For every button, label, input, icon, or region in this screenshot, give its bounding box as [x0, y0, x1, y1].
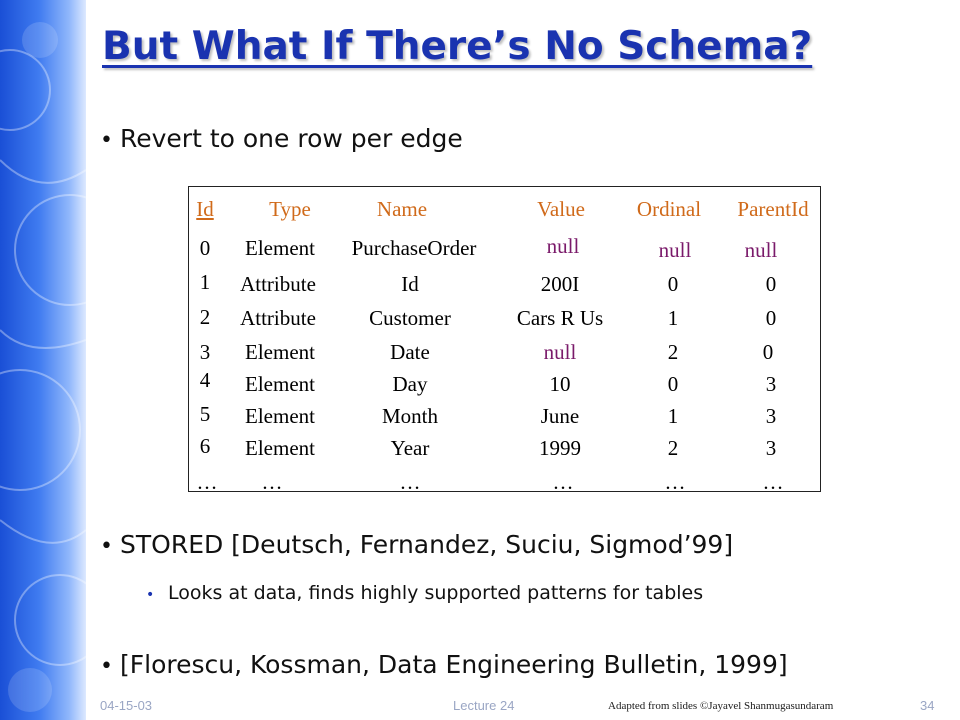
table-cell: June — [540, 404, 580, 428]
table-cell: 2 — [199, 305, 211, 329]
table-cell: Element — [245, 236, 315, 260]
table-cell: Id — [401, 272, 419, 296]
bullet-glyph: • — [100, 534, 113, 559]
bullet-text: [Florescu, Kossman, Data Engineering Bul… — [120, 650, 788, 679]
table-header-name: Name — [376, 197, 428, 221]
table-cell: Attribute — [240, 306, 316, 330]
table-header-type: Type — [269, 197, 311, 221]
sub-bullet-text: Looks at data, finds highly supported pa… — [168, 582, 704, 604]
table-cell: null — [546, 234, 580, 258]
table-cell: 5 — [199, 402, 211, 426]
sub-bullet-item: • Looks at data, finds highly supported p… — [146, 582, 703, 604]
bullet-item: • STORED [Deutsch, Fernandez, Suciu, Sigm… — [100, 530, 733, 559]
table-cell: null — [658, 238, 692, 262]
table-cell: Element — [245, 372, 315, 396]
table-cell: 0 — [765, 306, 777, 330]
bullet-text: STORED [Deutsch, Fernandez, Suciu, Sigmo… — [120, 530, 734, 559]
table-cell: … — [196, 470, 218, 494]
bullet-glyph: • — [100, 654, 113, 679]
table-cell: PurchaseOrder — [351, 236, 477, 260]
table-cell: 3 — [765, 436, 777, 460]
footer-credit: Adapted from slides ©Jayavel Shanmugasun… — [608, 700, 834, 712]
table-cell: 3 — [199, 340, 211, 364]
table-cell: 1 — [667, 306, 679, 330]
table-cell: Element — [245, 404, 315, 428]
table-header-ordinal: Ordinal — [636, 197, 702, 221]
table-cell: 6 — [199, 434, 211, 458]
table-cell: Element — [245, 340, 315, 364]
table-cell: 1999 — [539, 436, 581, 460]
footer-page-number: 34 — [920, 698, 935, 713]
table-cell: 1 — [667, 404, 679, 428]
bullet-item: • Revert to one row per edge — [100, 124, 463, 153]
footer-lecture: Lecture 24 — [453, 698, 515, 713]
table-cell: null — [744, 238, 778, 262]
table-cell: … — [552, 470, 574, 494]
sidebar-pattern — [0, 22, 86, 712]
table-cell: null — [543, 340, 577, 364]
table-cell: 0 — [667, 372, 679, 396]
table-cell: … — [762, 470, 784, 494]
table-cell: Year — [390, 436, 430, 460]
bullet-item: • [Florescu, Kossman, Data Engineering Bu… — [100, 650, 788, 679]
table-cell: 3 — [765, 404, 777, 428]
table-cell: Cars R Us — [516, 306, 604, 330]
edge-table — [188, 186, 821, 492]
table-cell: 10 — [549, 372, 571, 396]
footer-date: 04-15-03 — [100, 698, 153, 713]
slide-title: But What If There’s No Schema? — [102, 24, 813, 69]
bullet-glyph: • — [100, 128, 113, 153]
table-cell: Customer — [369, 306, 451, 330]
table-cell: Day — [392, 372, 428, 396]
table-cell: … — [261, 470, 283, 494]
table-cell: … — [399, 470, 421, 494]
table-cell: 3 — [765, 372, 777, 396]
table-cell: 200I — [540, 272, 580, 296]
table-cell: 2 — [667, 436, 679, 460]
table-cell: Month — [381, 404, 439, 428]
table-cell: … — [664, 470, 686, 494]
sub-bullet-glyph: • — [146, 587, 155, 603]
table-cell: 2 — [667, 340, 679, 364]
table-cell: 0 — [762, 340, 774, 364]
table-cell: Element — [245, 436, 315, 460]
table-cell: Attribute — [240, 272, 316, 296]
table-cell: 4 — [199, 368, 211, 392]
table-cell: 0 — [765, 272, 777, 296]
table-cell: 0 — [667, 272, 679, 296]
table-cell: 0 — [199, 236, 211, 260]
table-cell: Date — [390, 340, 430, 364]
table-header-value: Value — [537, 197, 585, 221]
table-header-id: Id — [196, 197, 214, 221]
table-header-parentid: ParentId — [737, 197, 809, 221]
slide-sidebar-decoration — [0, 0, 86, 720]
table-cell: 1 — [199, 270, 211, 294]
bullet-text: Revert to one row per edge — [120, 124, 463, 153]
